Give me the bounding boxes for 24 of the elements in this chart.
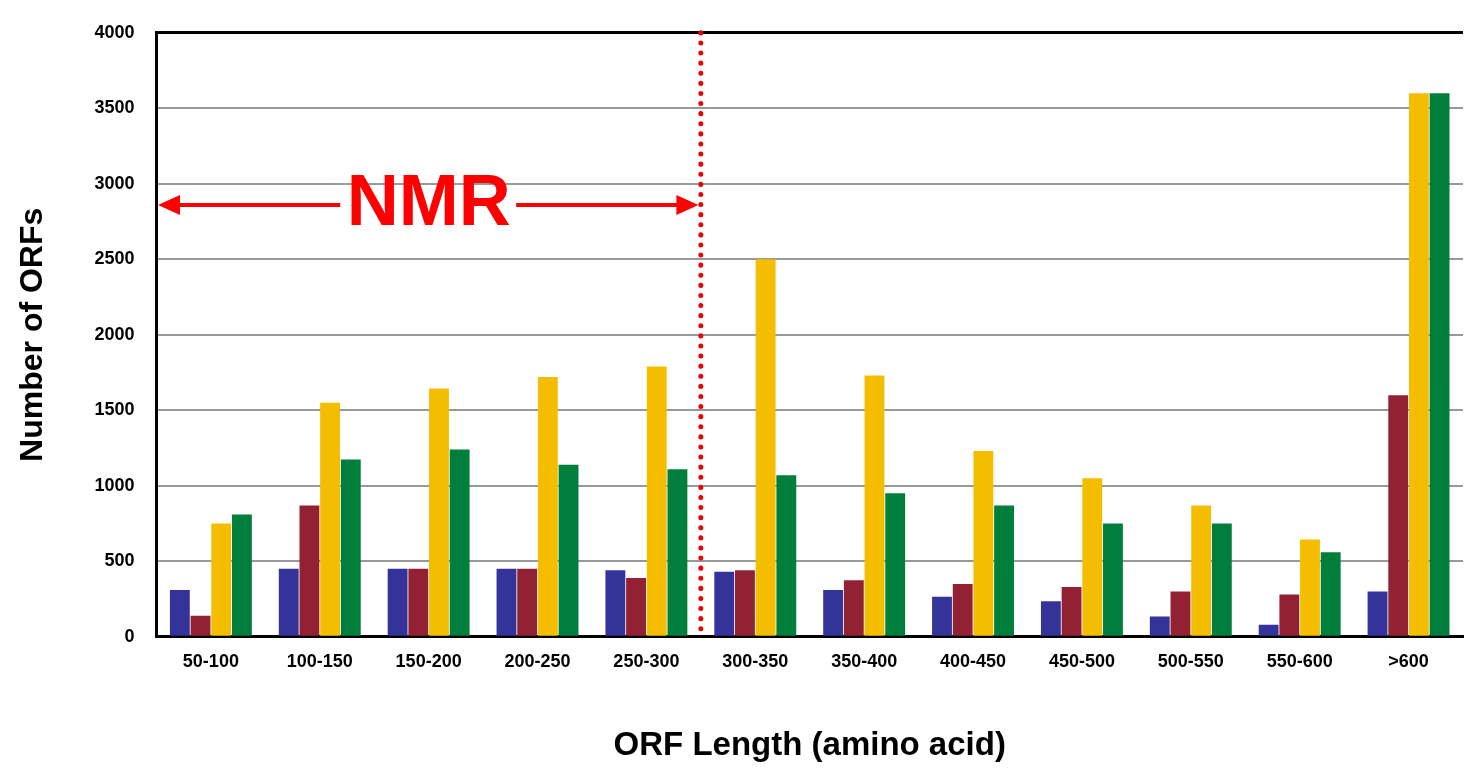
y-tick-label: 4000 — [94, 21, 135, 42]
x-tick-label: 500-550 — [1157, 650, 1224, 671]
x-tick-label: 550-600 — [1266, 650, 1333, 671]
x-tick-label: >600 — [1388, 650, 1429, 671]
annotation: NMR — [346, 159, 511, 240]
y-tick-label: 1000 — [94, 474, 135, 495]
x-tick-label: 100-150 — [286, 650, 353, 671]
x-tick-label: 350-400 — [831, 650, 898, 671]
x-tick-label: 300-350 — [722, 650, 789, 671]
y-tick-label: 500 — [104, 550, 135, 571]
y-tick-label: 2000 — [94, 323, 135, 344]
y-tick-label: 3500 — [94, 97, 135, 118]
x-tick-label: 50-100 — [182, 650, 239, 671]
y-tick-label: 2500 — [94, 248, 135, 269]
x-tick-label: 250-300 — [613, 650, 680, 671]
x-axis-title: ORF Length (amino acid) — [613, 725, 1006, 763]
x-tick-label: 400-450 — [940, 650, 1007, 671]
y-axis-title: Number of ORFs — [13, 207, 50, 462]
x-tick-label: 200-250 — [504, 650, 571, 671]
x-tick-label: 150-200 — [395, 650, 462, 671]
y-tick-label: 3000 — [94, 172, 135, 193]
y-tick-label: 1500 — [94, 399, 135, 420]
y-tick-label: 0 — [124, 625, 135, 646]
x-tick-label: 450-500 — [1048, 650, 1115, 671]
